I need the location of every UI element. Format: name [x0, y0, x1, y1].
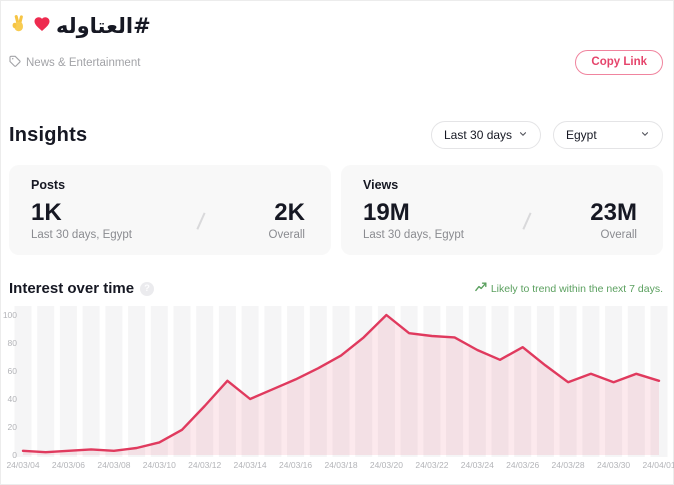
x-axis-tick-label: 24/03/22 [415, 460, 448, 470]
tag-icon [9, 55, 21, 70]
grid-band [173, 306, 191, 457]
grid-band [491, 306, 509, 457]
insights-header: Insights Last 30 days Egypt [9, 121, 663, 149]
x-axis-tick-label: 24/03/20 [370, 460, 403, 470]
trend-up-icon [474, 282, 487, 295]
views-card: Views 19M Last 30 days, Egypt 23M Overal… [341, 165, 663, 255]
interest-chart[interactable]: 0 20 40 60 80 100 24/03/04 24/03/06 24/03/08 24/0… [1, 302, 674, 474]
grid-band [400, 306, 418, 457]
grid-band [128, 306, 146, 457]
page-title: #العتاوله [9, 11, 151, 41]
copy-link-button[interactable]: Copy Link [575, 50, 663, 75]
chevron-down-icon [518, 128, 528, 142]
grid-band [59, 306, 77, 457]
grid-band [105, 306, 123, 457]
region-select[interactable]: Egypt [553, 121, 663, 149]
chart-area-fill [23, 315, 659, 455]
hashtag-insights-page: #العتاوله News & Enterta [1, 1, 674, 474]
interest-chart-svg[interactable]: 0 20 40 60 80 100 24/03/04 24/03/06 24/03/08 24/0… [1, 302, 674, 474]
posts-overall-stat: 2K Overall [268, 199, 305, 242]
grid-band [196, 306, 214, 457]
grid-band [536, 306, 554, 457]
y-axis-tick-label: 0 [12, 450, 17, 460]
views-card-label: Views [363, 178, 399, 192]
y-axis-tick-label: 60 [8, 366, 18, 376]
posts-period-stat: 1K Last 30 days, Egypt [31, 199, 133, 242]
views-overall-value: 23M [590, 199, 637, 226]
posts-period-caption: Last 30 days, Egypt [31, 229, 133, 241]
x-axis-tick-label: 24/04/01 [642, 460, 674, 470]
grid-band [627, 306, 645, 457]
time-range-select[interactable]: Last 30 days [431, 121, 541, 149]
y-axis-tick-label: 80 [8, 338, 18, 348]
chart-line [21, 313, 661, 454]
posts-card-label: Posts [31, 178, 66, 192]
grid-band [37, 306, 55, 457]
grid-band [150, 306, 168, 457]
divider-slash [522, 211, 532, 230]
x-axis-tick-label: 24/03/18 [324, 460, 357, 470]
grid-band [14, 306, 32, 457]
grid-band [514, 306, 532, 457]
posts-overall-value: 2K [274, 199, 305, 226]
x-axis-tick-label: 24/03/26 [506, 460, 539, 470]
x-axis-tick-label: 24/03/24 [461, 460, 494, 470]
x-axis-tick-label: 24/03/10 [143, 460, 176, 470]
interest-title: Interest over time [9, 280, 135, 297]
grid-band [355, 306, 373, 457]
grid-band [582, 306, 600, 457]
views-period-stat: 19M Last 30 days, Egypt [363, 199, 465, 242]
trend-note: Likely to trend within the next 7 days. [474, 282, 663, 295]
x-axis-tick-label: 24/03/12 [188, 460, 221, 470]
category-label: News & Entertainment [26, 56, 141, 69]
divider-slash [195, 211, 205, 230]
grid-band [468, 306, 486, 457]
grid-band [309, 306, 327, 457]
heart-icon [33, 14, 51, 38]
trend-note-text: Likely to trend within the next 7 days. [490, 282, 663, 295]
grid-band [287, 306, 305, 457]
views-overall-stat: 23M Overall [590, 199, 637, 242]
y-axis-tick-label: 40 [8, 394, 18, 404]
header-meta-row: News & Entertainment Copy Link [9, 50, 663, 75]
x-axis-tick-label: 24/03/06 [52, 460, 85, 470]
hashtag-text: #العتاوله [56, 14, 151, 38]
category-badge: News & Entertainment [9, 55, 140, 70]
filters: Last 30 days Egypt [431, 121, 663, 149]
posts-period-value: 1K [31, 199, 62, 226]
stat-cards: Posts 1K Last 30 days, Egypt 2K Overall … [9, 165, 663, 255]
x-axis-tick-label: 24/03/08 [97, 460, 130, 470]
grid-band [377, 306, 395, 457]
header: #العتاوله [9, 11, 663, 41]
y-axis-tick-label: 100 [3, 310, 17, 320]
info-icon[interactable]: ? [140, 281, 155, 296]
victory-hand-icon [9, 14, 28, 38]
views-overall-caption: Overall [600, 229, 637, 241]
views-period-value: 19M [363, 199, 410, 226]
chevron-down-icon [640, 128, 650, 142]
time-range-value: Last 30 days [444, 128, 513, 142]
y-axis-tick-label: 20 [8, 422, 18, 432]
interest-header: Interest over time ? Likely to trend wit… [9, 280, 663, 297]
posts-overall-caption: Overall [268, 229, 305, 241]
insights-title: Insights [9, 123, 88, 146]
grid-band [446, 306, 464, 457]
grid-band [241, 306, 259, 457]
grid-band [332, 306, 350, 457]
x-axis-tick-label: 24/03/16 [279, 460, 312, 470]
grid-band [423, 306, 441, 457]
grid-band [82, 306, 100, 457]
x-axis-tick-label: 24/03/28 [552, 460, 585, 470]
views-period-caption: Last 30 days, Egypt [363, 229, 465, 241]
x-axis-tick-label: 24/03/04 [6, 460, 39, 470]
x-axis-tick-label: 24/03/14 [234, 460, 267, 470]
region-value: Egypt [566, 128, 597, 142]
posts-card: Posts 1K Last 30 days, Egypt 2K Overall [9, 165, 331, 255]
grid-band [264, 306, 282, 457]
x-axis-tick-label: 24/03/30 [597, 460, 630, 470]
